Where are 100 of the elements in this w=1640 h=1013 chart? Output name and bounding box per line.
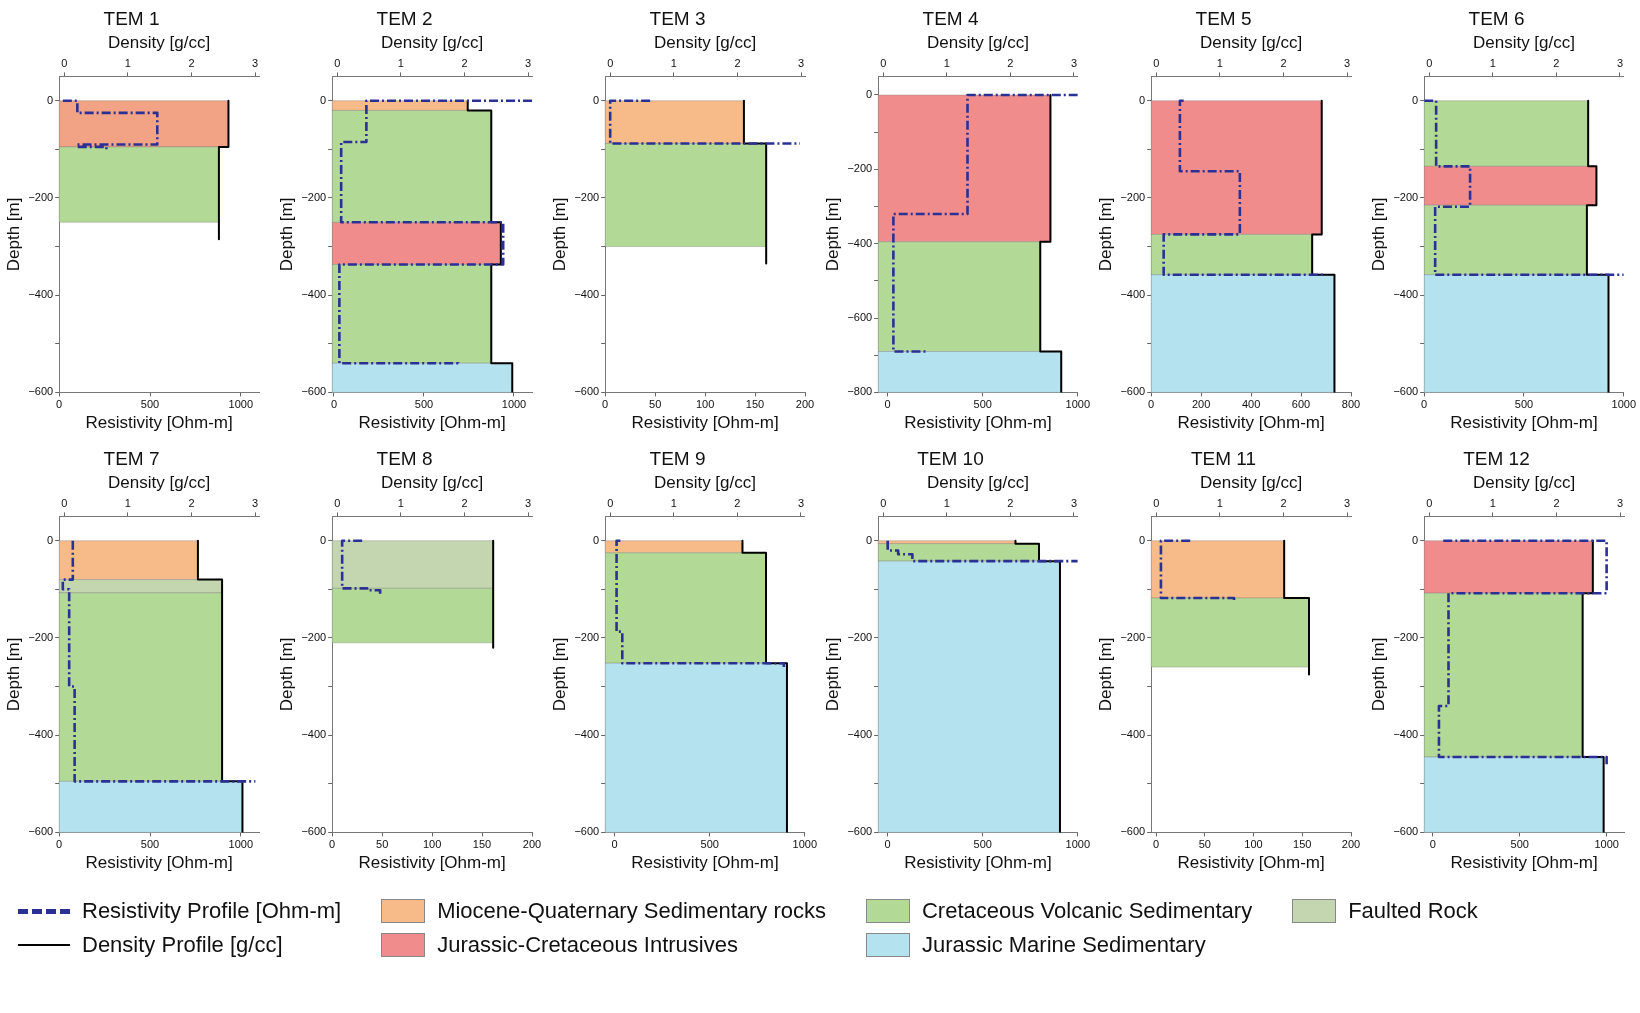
x2-tick-label: 0 — [1426, 496, 1433, 509]
y-tick-label: −200 — [574, 190, 600, 203]
y-tick-label: 0 — [1412, 533, 1419, 546]
x2-tick-label: 0 — [1153, 56, 1160, 69]
chart-title: TEM 5 — [1195, 7, 1252, 29]
x2-tick-label: 3 — [1070, 56, 1078, 69]
x-axis-title: Resistivity [Ohm-m] — [85, 853, 233, 873]
x2-tick-label: 3 — [1070, 496, 1078, 509]
x-tick-label: 800 — [1341, 398, 1361, 411]
x2-tick-label: 1 — [124, 56, 131, 69]
y-tick-label: 0 — [47, 533, 54, 546]
x2-tick-label: 3 — [252, 496, 259, 509]
x2-axis-title: Density [g/cc] — [1200, 472, 1303, 492]
y-tick-label: −200 — [28, 190, 54, 203]
y-tick-label: −400 — [1393, 728, 1419, 741]
x2-tick-label: 0 — [334, 56, 341, 69]
x-tick-label: 0 — [884, 398, 891, 411]
y-axis-title: Depth [m] — [549, 637, 569, 712]
y-tick-label: −200 — [1393, 190, 1419, 203]
y-tick-label: 0 — [866, 88, 873, 101]
x-tick-label: 1000 — [228, 838, 254, 851]
y-tick-label: 0 — [1412, 93, 1419, 106]
x2-tick-label: 3 — [525, 56, 532, 69]
x-axis-title: Resistivity [Ohm-m] — [631, 413, 779, 433]
chart-title: TEM 8 — [376, 447, 433, 469]
x2-tick-label: 0 — [1153, 496, 1160, 509]
x-tick-label: 0 — [611, 838, 618, 851]
y-tick-label: −400 — [301, 728, 327, 741]
y-tick-label: −600 — [574, 385, 600, 398]
line-series — [1162, 99, 1325, 277]
x2-axis-title: Density [g/cc] — [108, 32, 211, 52]
x2-tick-label: 0 — [1426, 56, 1433, 69]
y-tick-label: −600 — [28, 385, 54, 398]
legend-label: Resistivity Profile [Ohm-m] — [82, 898, 342, 924]
x2-tick-label: 2 — [461, 496, 468, 509]
y-tick-label: −200 — [1393, 630, 1419, 643]
chart-title: TEM 4 — [922, 7, 979, 29]
x-tick-label: 500 — [1514, 398, 1534, 411]
x-tick-label: 0 — [56, 398, 63, 411]
x2-tick-label: 0 — [880, 56, 887, 69]
x-tick-label: 0 — [602, 398, 609, 411]
y-axis-title: Depth [m] — [822, 637, 842, 712]
x-tick-label: 500 — [973, 838, 992, 851]
x2-tick-label: 2 — [734, 496, 741, 509]
y-tick-label: −600 — [847, 311, 873, 324]
x-tick-label: 500 — [1510, 838, 1529, 851]
x-tick-label: 150 — [745, 398, 765, 411]
chart-title: TEM 7 — [103, 447, 160, 469]
line-series — [61, 539, 257, 783]
y-tick-label: −400 — [1393, 288, 1419, 301]
x2-tick-label: 2 — [1007, 56, 1014, 69]
x-axis-title: Resistivity [Ohm-m] — [358, 853, 506, 873]
x2-axis-title: Density [g/cc] — [1472, 32, 1575, 52]
x-tick-label: 150 — [1293, 838, 1312, 851]
x-axis-title: Resistivity [Ohm-m] — [1177, 413, 1325, 433]
y-tick-label: −200 — [28, 630, 54, 643]
x-tick-label: 0 — [56, 838, 63, 851]
line-series — [338, 99, 532, 367]
y-axis-title: Depth [m] — [1095, 197, 1115, 272]
x-tick-label: 0 — [884, 838, 891, 851]
y-tick-label: −600 — [574, 825, 600, 838]
y-axis-title: Depth [m] — [1095, 637, 1115, 712]
x-tick-label: 400 — [1241, 398, 1261, 411]
y-tick-label: −600 — [1393, 825, 1419, 838]
x2-tick-label: 3 — [1617, 496, 1624, 509]
y-tick-label: −200 — [301, 630, 327, 643]
x-tick-label: 1000 — [1594, 838, 1619, 851]
x2-tick-label: 2 — [1007, 496, 1014, 509]
x-axis-title: Resistivity [Ohm-m] — [1450, 413, 1598, 433]
x-axis-title: Resistivity [Ohm-m] — [904, 853, 1052, 873]
y-axis-title: Depth [m] — [549, 197, 569, 272]
x2-tick-label: 1 — [124, 496, 131, 509]
x-tick-label: 1000 — [1065, 398, 1091, 411]
chart-title: TEM 12 — [1463, 447, 1530, 469]
legend-label: Density Profile [g/cc] — [82, 932, 283, 958]
x-axis-title: Resistivity [Ohm-m] — [1450, 853, 1598, 873]
chart-title: TEM 3 — [649, 7, 706, 29]
y-tick-label: 0 — [1139, 93, 1146, 106]
x2-tick-label: 1 — [397, 56, 404, 69]
y-axis-title: Depth [m] — [276, 197, 296, 272]
x-tick-label: 200 — [795, 398, 815, 411]
chart-title: TEM 11 — [1190, 447, 1257, 469]
x-tick-label: 1000 — [1065, 838, 1091, 851]
line-series — [615, 539, 786, 669]
x2-axis-title: Density [g/cc] — [653, 472, 756, 492]
y-tick-label: −400 — [847, 236, 873, 249]
x-tick-label: 1000 — [1611, 398, 1637, 411]
y-tick-label: −400 — [847, 728, 873, 741]
x2-tick-label: 2 — [188, 496, 195, 509]
y-tick-label: −400 — [1120, 728, 1146, 741]
x2-tick-label: 1 — [670, 496, 677, 509]
y-tick-label: −600 — [28, 825, 54, 838]
x-tick-label: 50 — [1198, 838, 1211, 851]
legend-label: Faulted Rock — [1348, 898, 1478, 924]
y-tick-label: −600 — [847, 825, 873, 838]
x2-tick-label: 3 — [1616, 56, 1624, 69]
x2-tick-label: 3 — [525, 496, 532, 509]
x-tick-label: 100 — [695, 398, 715, 411]
x2-tick-label: 0 — [61, 496, 68, 509]
x2-tick-label: 3 — [1344, 496, 1351, 509]
